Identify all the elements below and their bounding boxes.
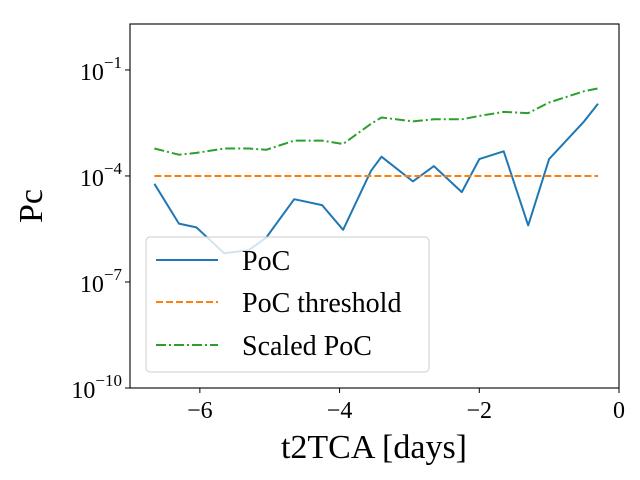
series-line-scaled-poc xyxy=(154,87,599,156)
x-tick-label: −2 xyxy=(467,398,493,424)
x-axis-title: t2TCA [days] xyxy=(281,429,467,466)
y-tick-label: 10−10 xyxy=(71,371,122,404)
y-tick-label: 10−7 xyxy=(80,265,123,298)
legend-label-poc: PoC xyxy=(242,246,290,277)
legend-label-scaled: Scaled PoC xyxy=(242,331,372,362)
x-tick-label: −6 xyxy=(187,398,213,424)
tick-group: −6 −4 −2 0 10−1 10−4 10−7 10−10 xyxy=(71,53,625,424)
y-tick-label: 10−1 xyxy=(80,53,122,86)
legend-label-threshold: PoC threshold xyxy=(242,288,401,319)
legend: PoC PoC threshold Scaled PoC xyxy=(145,236,430,373)
y-tick-label: 10−4 xyxy=(80,159,123,192)
x-tick-label: −4 xyxy=(327,398,353,424)
legend-box xyxy=(145,236,430,373)
x-tick-label: 0 xyxy=(613,398,625,424)
y-axis-title: Pc xyxy=(13,189,50,223)
